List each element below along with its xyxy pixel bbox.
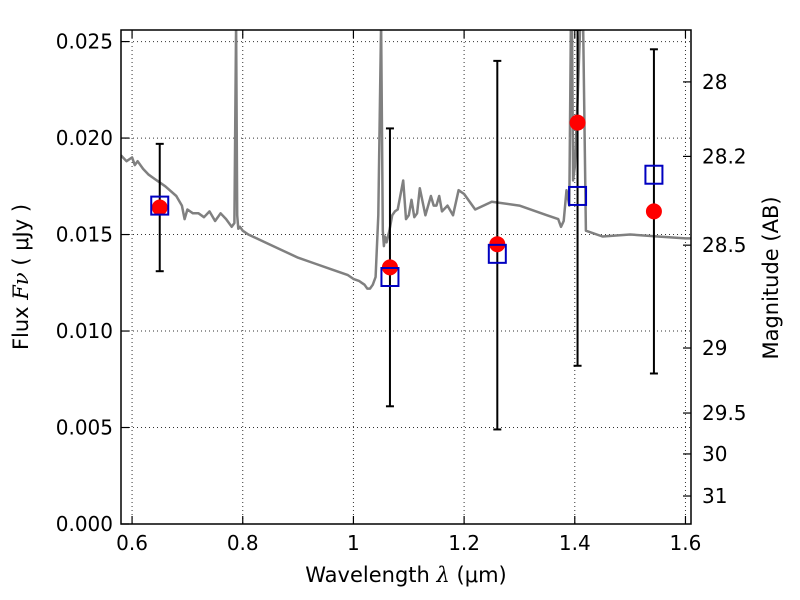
y-tick-label-2: 0.010	[56, 319, 113, 343]
y-axis-title: Flux Fν ( μJy )	[9, 204, 33, 350]
model-point-1	[380, 267, 400, 287]
y-tick-label-3: 0.015	[56, 223, 113, 247]
x-tick-label-3: 1.2	[448, 531, 480, 555]
y2-axis-title: Magnitude (AB)	[759, 196, 783, 359]
axes: 0.6 0.8 1 1.2 1.4 1.6 0.000 0.005 0.010 0.015 0.02…	[56, 29, 747, 555]
y-tick-label-0: 0.000	[56, 512, 113, 536]
y2-tick-label-3: 29	[702, 336, 727, 360]
grid-lines	[121, 30, 691, 525]
x-tick-label-1: 0.8	[227, 531, 259, 555]
y-tick-label-4: 0.020	[56, 126, 113, 150]
x-axis-title: Wavelength λ (μm)	[305, 563, 506, 587]
model-point-2	[487, 243, 507, 264]
y2-tick-label-6: 31	[702, 484, 727, 508]
plot-area	[121, 30, 691, 431]
y2-tick-label-5: 30	[702, 442, 727, 466]
model-point-0	[150, 195, 170, 216]
model-point-4	[644, 164, 664, 185]
y-tick-label-5: 0.025	[56, 30, 113, 54]
x-tick-label-4: 1.4	[559, 531, 591, 555]
y2-tick-label-0: 28	[702, 70, 727, 94]
x-tick-label-0: 0.6	[116, 531, 148, 555]
observed-point-3	[569, 114, 586, 131]
model-point-3	[568, 185, 588, 206]
plot-frame	[120, 29, 692, 525]
y2-tick-label-4: 29.5	[702, 401, 747, 425]
x-tick-label-2: 1	[347, 531, 360, 555]
observed-point-0	[151, 199, 168, 216]
spectrum-line	[121, 30, 691, 290]
y2-tick-label-1: 28.2	[702, 144, 747, 168]
observed-point-4	[645, 203, 662, 220]
x-tick-label-5: 1.6	[670, 531, 702, 555]
y2-tick-label-2: 28.5	[702, 233, 747, 257]
y-tick-label-1: 0.005	[56, 416, 113, 440]
